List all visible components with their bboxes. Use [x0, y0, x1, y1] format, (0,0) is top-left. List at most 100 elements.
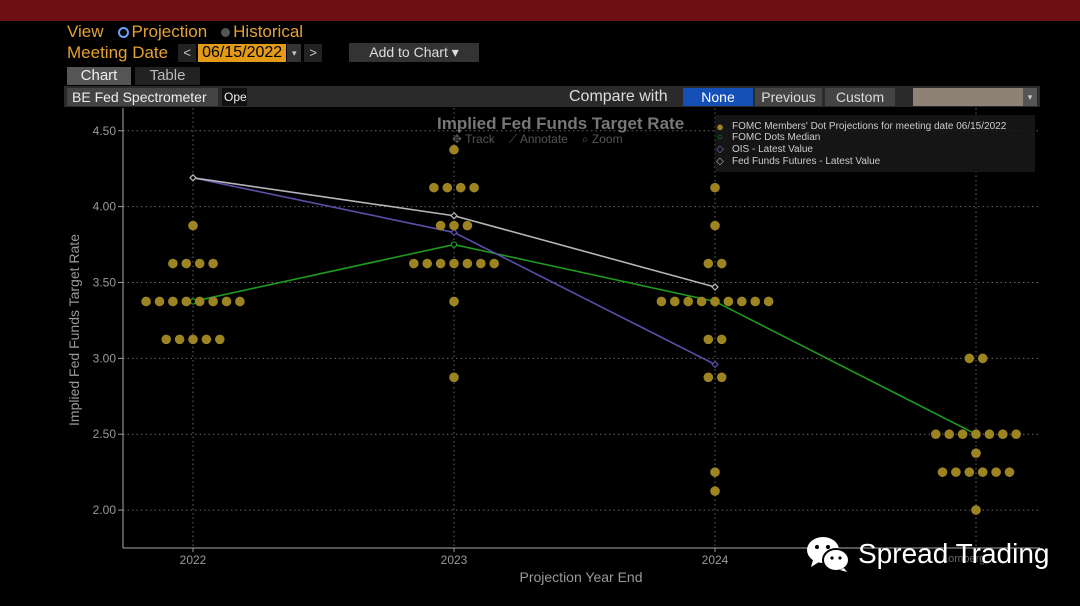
track-tool[interactable]: ✥ Track	[452, 132, 495, 146]
compare-label: Compare with	[569, 88, 668, 105]
fomc-dot	[737, 296, 747, 307]
fomc-dot	[964, 467, 975, 477]
x-tick-label: 2024	[702, 553, 729, 567]
compare-none-button[interactable]: None	[683, 88, 753, 106]
fomc-dot	[937, 467, 948, 477]
y-tick-label: 4.00	[93, 200, 117, 214]
chart-legend: ● FOMC Members' Dot Projections for meet…	[715, 115, 1035, 172]
diamond-icon: ◇	[716, 156, 724, 167]
fomc-dot	[449, 220, 459, 231]
ope-field[interactable]: Ope	[222, 88, 247, 106]
fomc-dot	[462, 220, 473, 231]
compare-select[interactable]	[913, 88, 1023, 106]
legend-item-futures[interactable]: ◇ Fed Funds Futures - Latest Value	[716, 156, 881, 167]
x-tick-label: 2022	[180, 553, 207, 567]
fomc-dot	[476, 258, 486, 269]
wechat-icon	[807, 537, 850, 572]
y-tick-label: 2.00	[93, 503, 117, 517]
fomc-dot	[703, 258, 714, 269]
fomc-dot	[998, 429, 1008, 440]
fomc-dot	[991, 467, 1001, 477]
historical-radio[interactable]: Historical	[213, 22, 303, 42]
fomc-dot	[710, 467, 720, 477]
radio-unselected-icon[interactable]	[221, 27, 231, 37]
chart-tools: ✥ Track ⟋ Annotate ⌕ Zoom	[452, 132, 623, 147]
annotate-icon[interactable]: ⟋	[508, 132, 520, 146]
fomc-dot	[971, 448, 981, 458]
fomc-dot	[455, 182, 466, 193]
spectrometer-label[interactable]: BE Fed Spectrometer	[67, 88, 218, 106]
fomc-dot	[710, 182, 720, 193]
fomc-dot	[683, 296, 693, 307]
fomc-dot	[194, 258, 205, 269]
filled-circle-icon: ●	[716, 119, 724, 134]
fomc-dot	[469, 182, 479, 193]
fomc-dot	[221, 296, 232, 307]
fomc-dot	[188, 334, 198, 345]
watermark-text: Spread Trading	[858, 538, 1050, 569]
compare-previous-button[interactable]: Previous	[755, 88, 822, 106]
fomc-dot	[154, 296, 165, 307]
meeting-date-input[interactable]: 06/15/2022	[198, 44, 287, 62]
fomc-dot	[141, 296, 151, 307]
median-line-marker	[450, 241, 458, 248]
median-line	[192, 243, 977, 435]
projection-radio[interactable]: Projection	[110, 22, 208, 42]
fomc-dot	[181, 258, 192, 269]
fomc-dot	[235, 296, 245, 307]
fomc-dot	[703, 334, 714, 345]
fomc-dot	[964, 353, 975, 364]
track-icon[interactable]: ✥	[452, 132, 466, 146]
fomc-dot	[971, 505, 981, 515]
y-tick-label: 3.00	[93, 351, 117, 365]
legend-item-median[interactable]: ○ FOMC Dots Median	[716, 132, 821, 143]
fomc-dot	[1011, 429, 1021, 440]
fomc-dot	[208, 258, 218, 269]
date-dropdown-icon[interactable]: ▾	[287, 44, 302, 62]
compare-dropdown-icon[interactable]: ▾	[1023, 88, 1037, 106]
fomc-dot	[181, 296, 192, 307]
add-to-chart-button[interactable]: Add to Chart ▾	[349, 43, 479, 62]
fomc-dot	[716, 372, 727, 383]
compare-custom-button[interactable]: Custom	[825, 88, 895, 106]
fomc-dot	[442, 182, 453, 193]
fomc-dot	[703, 372, 714, 383]
next-date-button[interactable]: >	[304, 44, 323, 62]
projection-label[interactable]: Projection	[131, 22, 208, 41]
fomc-dot	[449, 258, 459, 269]
bloomberg-fragment: Lomberg	[942, 553, 986, 565]
chart-title: Implied Fed Funds Target Rate	[437, 114, 685, 133]
fomc-dot	[409, 258, 419, 269]
fomc-dot	[449, 296, 459, 307]
window-title-bar	[0, 0, 1080, 21]
fomc-dot	[944, 429, 954, 440]
prev-date-button[interactable]: <	[178, 44, 197, 62]
legend-item-dots[interactable]: ● FOMC Members' Dot Projections for meet…	[716, 119, 1007, 134]
fomc-dot	[422, 258, 433, 269]
fomc-dot	[951, 467, 961, 477]
historical-label[interactable]: Historical	[233, 22, 304, 41]
fomc-dot	[174, 334, 185, 345]
fomc-dot	[1004, 467, 1015, 477]
fomc-dot	[168, 296, 178, 307]
annotate-tool[interactable]: ⟋ Annotate	[508, 132, 568, 146]
y-tick-label: 4.50	[93, 124, 117, 138]
futures-line-marker	[711, 283, 719, 291]
meeting-date-row: Meeting Date < 06/15/2022 ▾ >	[67, 43, 323, 63]
tab-chart[interactable]: Chart	[67, 67, 131, 85]
fomc-dot	[435, 220, 446, 231]
radio-selected-icon[interactable]	[117, 26, 129, 38]
fomc-dot	[723, 296, 734, 307]
fomc-dot	[710, 486, 720, 496]
fomc-dot	[696, 296, 707, 307]
legend-item-ois[interactable]: ◇ OIS - Latest Value	[716, 144, 813, 155]
tab-table[interactable]: Table	[135, 67, 200, 85]
zoom-icon[interactable]: ⌕	[581, 132, 592, 146]
watermark: Spread Trading	[806, 535, 1049, 573]
fomc-dot	[977, 467, 988, 477]
fomc-dot	[208, 296, 218, 307]
fomc-dot	[168, 258, 178, 269]
zoom-tool[interactable]: ⌕ Zoom	[581, 132, 623, 146]
fomc-dot	[429, 182, 439, 193]
